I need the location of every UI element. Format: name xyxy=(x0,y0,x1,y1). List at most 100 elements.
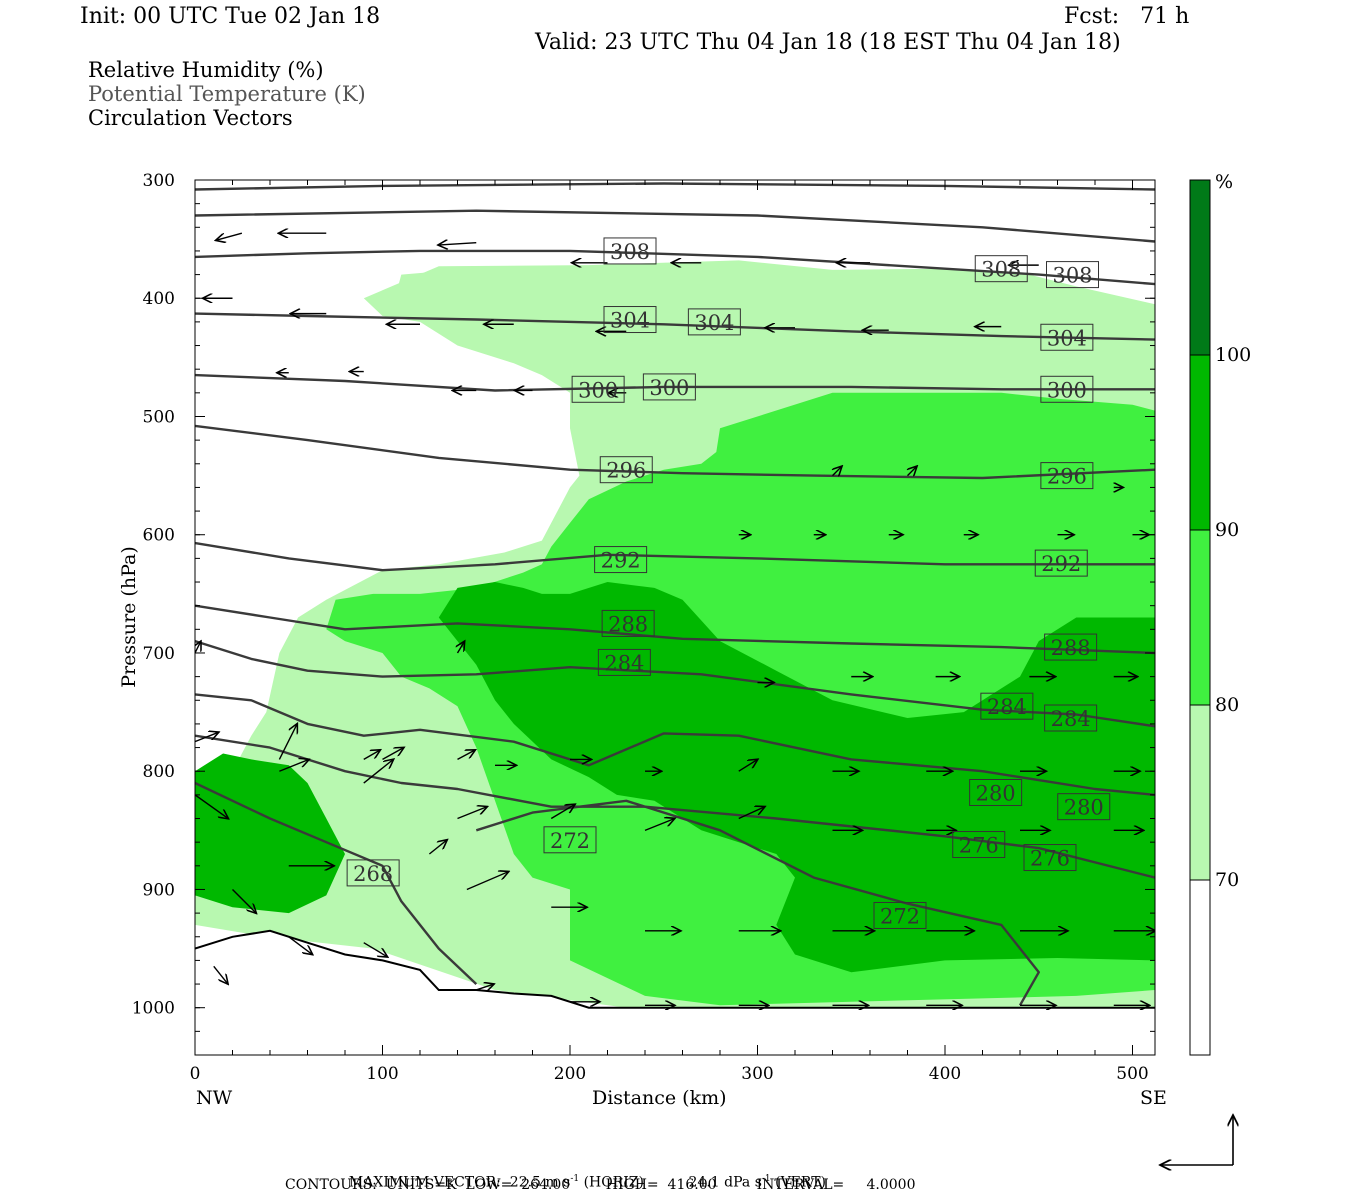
theta-contour-288 xyxy=(195,604,1155,655)
theta-contour-300 xyxy=(195,373,1155,392)
contour-label: 308 xyxy=(1046,261,1099,289)
contour-label-box xyxy=(543,826,597,854)
contour-label-box xyxy=(642,373,696,401)
circulation-vector xyxy=(195,641,201,654)
theta-contours xyxy=(195,182,1155,1006)
contour-label: 276 xyxy=(1023,844,1077,872)
contour-label: 292 xyxy=(594,546,648,574)
colorbar-label: 90 xyxy=(1215,519,1239,541)
contour-label-text: 280 xyxy=(1064,796,1104,820)
contour-label: 288 xyxy=(601,609,655,637)
colorbar-label: 100 xyxy=(1215,344,1251,366)
contour-label: 272 xyxy=(543,826,597,854)
contour-label-box xyxy=(1044,704,1098,732)
contour-label-box xyxy=(1040,462,1094,490)
circulation-vector xyxy=(215,232,243,240)
rh-shading xyxy=(195,260,1155,1055)
x-tick-label: 0 xyxy=(190,1064,201,1084)
circulation-vector xyxy=(466,871,509,891)
rh-region-80 xyxy=(926,298,1030,387)
theta-contour-280 xyxy=(195,693,1155,797)
contour-label-text: 308 xyxy=(610,240,650,264)
x-tick-label: 400 xyxy=(929,1064,961,1084)
contour-label-box xyxy=(1034,549,1088,577)
contour-label-text: 288 xyxy=(608,612,648,636)
y-tick-label: 1000 xyxy=(132,999,175,1019)
contour-label-text: 276 xyxy=(1030,847,1070,871)
contour-label: 288 xyxy=(1044,633,1098,661)
circulation-vector xyxy=(195,732,219,743)
y-tick-label: 400 xyxy=(143,289,175,309)
contour-label-text: 304 xyxy=(694,311,734,335)
theta-contour-unlabeled xyxy=(195,209,1155,243)
horiz-exp: -1 xyxy=(570,1174,580,1184)
contour-label-box xyxy=(873,901,927,929)
theta-contour-unlabeled xyxy=(195,182,1155,191)
contour-label: 300 xyxy=(642,373,696,401)
rh-region-80 xyxy=(397,272,434,305)
circulation-vector xyxy=(908,466,918,476)
contour-label: 308 xyxy=(974,255,1028,283)
colorbar: % 100 90 80 70 xyxy=(1189,171,1251,1056)
max-vert: 24.1 dPa s xyxy=(688,1174,762,1191)
colorbar-segment xyxy=(1189,179,1211,356)
circulation-vector xyxy=(278,723,297,760)
contour-label: 300 xyxy=(1040,375,1094,403)
contour-label-box xyxy=(599,456,653,484)
x-end-right: SE xyxy=(1140,1087,1167,1109)
circulation-vector xyxy=(438,243,477,245)
contour-label-text: 284 xyxy=(1051,707,1091,731)
circulation-vector xyxy=(213,965,228,984)
contour-label-text: 272 xyxy=(880,904,920,928)
circulation-vector xyxy=(644,818,675,831)
contour-label-box xyxy=(1044,633,1098,661)
circulation-vector xyxy=(833,466,843,476)
contour-label-box xyxy=(980,692,1034,720)
max-horiz-unit: (HORIZ) xyxy=(583,1174,644,1191)
contour-label: 280 xyxy=(969,779,1023,806)
init-time: Init: 00 UTC Tue 02 Jan 18 xyxy=(80,4,381,29)
contour-label: 284 xyxy=(1044,704,1098,732)
circulation-vector xyxy=(550,804,575,820)
contour-label-box xyxy=(603,306,657,334)
y-axis-label: Pressure (hPa) xyxy=(118,546,140,688)
axes: 300 400 500 600 700 800 900 1000 0 100 200 300 400 50… xyxy=(132,171,1155,1084)
contour-label-box xyxy=(974,255,1028,283)
contour-label-text: 292 xyxy=(601,549,641,573)
reference-vector-icon xyxy=(1160,1115,1233,1165)
circulation-vector xyxy=(476,984,494,990)
circulation-vector xyxy=(195,794,229,819)
contour-labels: 308 308 308 304 304 304 300 300 300 296 296 292 292 2… xyxy=(346,237,1111,929)
contour-label-box xyxy=(952,831,1006,859)
contour-label: 284 xyxy=(597,648,651,676)
contour-label: 304 xyxy=(1040,323,1094,351)
circulation-vector xyxy=(458,641,465,654)
contour-label-text: 288 xyxy=(1051,636,1091,660)
x-tick-label: 200 xyxy=(554,1064,586,1084)
contour-label-text: 284 xyxy=(604,651,644,675)
legend-rh: Relative Humidity (%) xyxy=(88,58,324,82)
contour-label-box xyxy=(594,546,648,574)
colorbar-segment xyxy=(1189,879,1211,1056)
footer-max-vector: MAXIMUM VECTOR: 22.5 m s-1 (HORIZ) 24.1 … xyxy=(340,1158,826,1191)
y-tick-label: 300 xyxy=(143,171,175,191)
contour-label-text: 304 xyxy=(1047,326,1087,350)
contour-label: 276 xyxy=(952,831,1006,859)
colorbar-segment xyxy=(1189,529,1211,706)
below-ground xyxy=(195,930,1155,1055)
circulation-vector xyxy=(457,750,476,761)
contour-label-box xyxy=(1040,375,1094,403)
theta-contour-308 xyxy=(195,249,1155,286)
contour-label: 300 xyxy=(571,375,625,403)
contour-label-text: 296 xyxy=(606,459,646,483)
contour-label-box xyxy=(1040,323,1094,351)
colorbar-label: 80 xyxy=(1215,694,1239,716)
contour-label: 268 xyxy=(346,859,400,887)
contour-label: 292 xyxy=(1034,549,1088,577)
contour-label: 296 xyxy=(1040,462,1094,490)
contour-label-box xyxy=(346,859,400,887)
theta-contour-276 xyxy=(195,734,1155,879)
theta-contour-272 xyxy=(475,799,1041,1006)
contour-label: 296 xyxy=(599,456,653,484)
circulation-vector xyxy=(738,759,758,772)
